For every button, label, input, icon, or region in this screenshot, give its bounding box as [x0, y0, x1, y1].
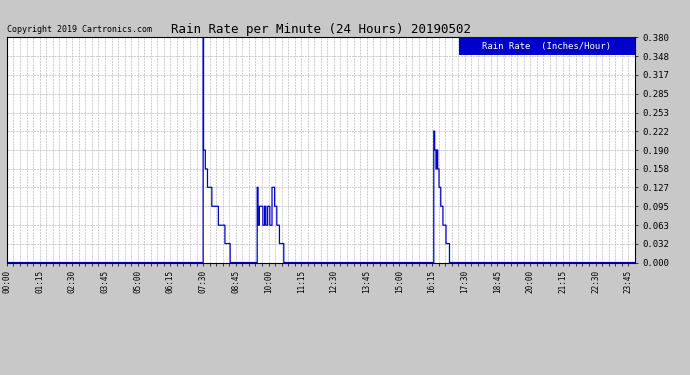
- Text: Rain Rate  (Inches/Hour): Rain Rate (Inches/Hour): [482, 42, 611, 51]
- Text: Copyright 2019 Cartronics.com: Copyright 2019 Cartronics.com: [7, 25, 152, 34]
- Title: Rain Rate per Minute (24 Hours) 20190502: Rain Rate per Minute (24 Hours) 20190502: [171, 23, 471, 36]
